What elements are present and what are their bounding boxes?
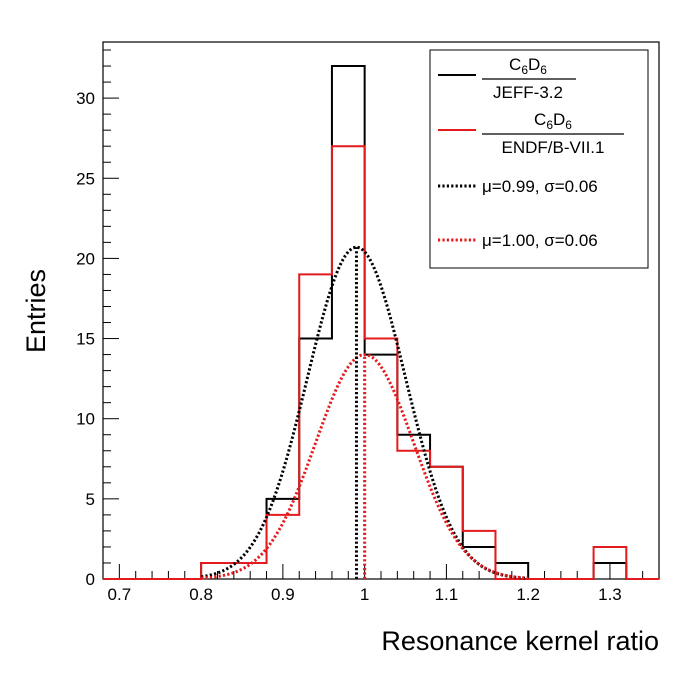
x-tick-label: 1.2 bbox=[516, 585, 540, 604]
legend-entry-fit-endf: μ=1.00, σ=0.06 bbox=[438, 231, 598, 250]
legend-box bbox=[429, 49, 649, 269]
fits-layer bbox=[200, 245, 529, 580]
gaussian-fit-endf bbox=[201, 353, 529, 580]
axes: 0.7 0.8 0.9 1 1.1 1.2 1.3 0 5 10 15 20 25 30 bbox=[76, 49, 660, 604]
x-axis-title: Resonance kernel ratio bbox=[381, 626, 659, 656]
y-tick-label: 20 bbox=[76, 249, 95, 268]
legend-denominator-jeff: JEFF-3.2 bbox=[493, 83, 563, 102]
legend-entry-jeff: C6D6 JEFF-3.2 bbox=[438, 55, 576, 102]
x-tick-label: 1.3 bbox=[598, 585, 622, 604]
y-tick-label: 5 bbox=[86, 490, 95, 509]
legend-entry-fit-jeff: μ=0.99, σ=0.06 bbox=[438, 177, 598, 196]
series-layer bbox=[103, 65, 659, 580]
legend: C6D6 JEFF-3.2 C6D6 ENDF/B-VII.1 μ=0.99, … bbox=[429, 49, 649, 269]
legend-label-fit-jeff: μ=0.99, σ=0.06 bbox=[482, 177, 598, 196]
x-tick-label: 0.8 bbox=[189, 585, 213, 604]
histogram-outline bbox=[103, 145, 659, 580]
y-axis-title: Entries bbox=[21, 269, 51, 353]
legend-denominator-endf: ENDF/B-VII.1 bbox=[502, 138, 605, 157]
legend-label-fit-endf: μ=1.00, σ=0.06 bbox=[482, 231, 598, 250]
y-tick-label: 0 bbox=[86, 570, 95, 589]
x-tick-label: 1.1 bbox=[435, 585, 459, 604]
x-tick-label: 0.7 bbox=[108, 585, 132, 604]
x-tick-label: 1 bbox=[360, 585, 369, 604]
legend-numerator-jeff: C6D6 bbox=[509, 55, 547, 77]
legend-numerator-endf: C6D6 bbox=[534, 110, 572, 132]
y-tick-label: 15 bbox=[76, 330, 95, 349]
y-tick-label: 30 bbox=[76, 89, 95, 108]
y-tick-label: 10 bbox=[76, 410, 95, 429]
legend-entry-endf: C6D6 ENDF/B-VII.1 bbox=[438, 110, 624, 157]
y-tick-label: 25 bbox=[76, 169, 95, 188]
series-endf bbox=[103, 145, 659, 580]
x-tick-label: 0.9 bbox=[271, 585, 295, 604]
